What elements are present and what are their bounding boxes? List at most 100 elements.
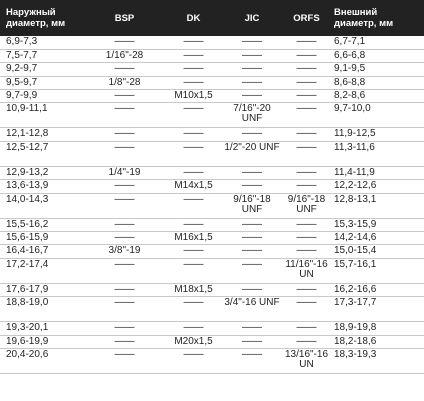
inner-diameter-cell: 12,8-13,1 xyxy=(331,193,424,219)
outer-diameter-cell: 15,6-15,9 xyxy=(0,231,84,246)
table-row: 20,4-20,6 —— —— —— 13/16"-16 UN 18,3-19,3 xyxy=(0,348,424,374)
bsp-cell: —— xyxy=(84,348,165,374)
outer-diameter-cell: 6,9-7,3 xyxy=(0,36,84,50)
orfs-cell: —— xyxy=(282,76,331,91)
orfs-cell: —— xyxy=(282,102,331,129)
bsp-cell: —— xyxy=(84,283,165,298)
header-bsp: BSP xyxy=(84,0,165,36)
header-dk: DK xyxy=(165,0,222,36)
table-row: 9,2-9,7 —— —— —— —— 9,1-9,5 xyxy=(0,62,424,77)
inner-diameter-cell: 8,2-8,6 xyxy=(331,89,424,104)
header-inner-diameter: Внешний диаметр, мм xyxy=(331,0,424,36)
table-row: 15,6-15,9 —— M16x1,5 —— —— 14,2-14,6 xyxy=(0,231,424,246)
outer-diameter-cell: 9,5-9,7 xyxy=(0,76,84,91)
bsp-cell: 1/16"-28 xyxy=(84,49,165,64)
header-jic: JIC xyxy=(222,0,282,36)
orfs-cell: —— xyxy=(282,127,331,142)
jic-cell: —— xyxy=(222,321,282,336)
bsp-cell: —— xyxy=(84,36,165,50)
jic-cell: —— xyxy=(222,348,282,374)
dk-cell: —— xyxy=(165,62,222,77)
table-row: 6,9-7,3 —— —— —— —— 6,7-7,1 xyxy=(0,36,424,50)
dk-cell: —— xyxy=(165,296,222,323)
orfs-cell: —— xyxy=(282,283,331,298)
jic-cell: 1/2"-20 UNF xyxy=(222,141,282,167)
table-row: 7,5-7,7 1/16"-28 —— —— —— 6,6-6,8 xyxy=(0,49,424,64)
jic-cell: 7/16"-20 UNF xyxy=(222,102,282,129)
bsp-cell: —— xyxy=(84,62,165,77)
inner-diameter-cell: 11,9-12,5 xyxy=(331,127,424,142)
table-row: 17,6-17,9 —— M18x1,5 —— —— 16,2-16,6 xyxy=(0,283,424,298)
inner-diameter-cell: 9,7-10,0 xyxy=(331,102,424,129)
jic-cell: —— xyxy=(222,89,282,104)
jic-cell: —— xyxy=(222,166,282,181)
inner-diameter-cell: 15,3-15,9 xyxy=(331,218,424,233)
dk-cell: —— xyxy=(165,218,222,233)
outer-diameter-cell: 7,5-7,7 xyxy=(0,49,84,64)
dk-cell: —— xyxy=(165,76,222,91)
table-row: 15,5-16,2 —— —— —— —— 15,3-15,9 xyxy=(0,218,424,233)
jic-cell: —— xyxy=(222,179,282,194)
inner-diameter-cell: 12,2-12,6 xyxy=(331,179,424,194)
orfs-cell: —— xyxy=(282,36,331,50)
bsp-cell: —— xyxy=(84,335,165,349)
bsp-cell: —— xyxy=(84,102,165,129)
bsp-cell: —— xyxy=(84,179,165,194)
table-row: 14,0-14,3 —— —— 9/16"-18 UNF 9/16"-18 UNF 12,… xyxy=(0,193,424,219)
jic-cell: —— xyxy=(222,218,282,233)
jic-cell: —— xyxy=(222,49,282,64)
outer-diameter-cell: 13,6-13,9 xyxy=(0,179,84,194)
dk-cell: —— xyxy=(165,127,222,142)
orfs-cell: —— xyxy=(282,296,331,323)
dk-cell: M18x1,5 xyxy=(165,283,222,298)
orfs-cell: —— xyxy=(282,141,331,167)
jic-cell: —— xyxy=(222,36,282,50)
dk-cell: —— xyxy=(165,36,222,50)
jic-cell: —— xyxy=(222,335,282,349)
table-row: 19,3-20,1 —— —— —— —— 18,9-19,8 xyxy=(0,321,424,336)
header-row: Наружный диаметр, мм BSP DK JIC ORFS Вне… xyxy=(0,0,424,36)
jic-cell: —— xyxy=(222,283,282,298)
table-row: 13,6-13,9 —— M14x1,5 —— —— 12,2-12,6 xyxy=(0,179,424,194)
dk-cell: M16x1,5 xyxy=(165,231,222,246)
dk-cell: —— xyxy=(165,49,222,64)
outer-diameter-cell: 14,0-14,3 xyxy=(0,193,84,219)
dk-cell: M20x1,5 xyxy=(165,335,222,349)
bsp-cell: 3/8"-19 xyxy=(84,244,165,259)
table-row: 16,4-16,7 3/8"-19 —— —— —— 15,0-15,4 xyxy=(0,244,424,259)
table-row: 12,1-12,8 —— —— —— —— 11,9-12,5 xyxy=(0,127,424,142)
inner-diameter-cell: 17,3-17,7 xyxy=(331,296,424,323)
jic-cell: —— xyxy=(222,76,282,91)
dk-cell: —— xyxy=(165,141,222,167)
dk-cell: —— xyxy=(165,102,222,129)
bsp-cell: —— xyxy=(84,218,165,233)
inner-diameter-cell: 11,3-11,6 xyxy=(331,141,424,167)
dk-cell: M14x1,5 xyxy=(165,179,222,194)
inner-diameter-cell: 14,2-14,6 xyxy=(331,231,424,246)
jic-cell: 3/4"-16 UNF xyxy=(222,296,282,323)
inner-diameter-cell: 11,4-11,9 xyxy=(331,166,424,181)
table-header: Наружный диаметр, мм BSP DK JIC ORFS Вне… xyxy=(0,0,424,36)
outer-diameter-cell: 19,6-19,9 xyxy=(0,335,84,349)
orfs-cell: 11/16"-16 UN xyxy=(282,258,331,284)
bsp-cell: —— xyxy=(84,127,165,142)
jic-cell: —— xyxy=(222,231,282,246)
jic-cell: —— xyxy=(222,127,282,142)
dk-cell: M10x1,5 xyxy=(165,89,222,104)
orfs-cell: —— xyxy=(282,179,331,194)
outer-diameter-cell: 12,1-12,8 xyxy=(0,127,84,142)
inner-diameter-cell: 6,7-7,1 xyxy=(331,36,424,50)
table-row: 18,8-19,0 —— —— 3/4"-16 UNF —— 17,3-17,7 xyxy=(0,296,424,323)
jic-cell: —— xyxy=(222,258,282,284)
outer-diameter-cell: 10,9-11,1 xyxy=(0,102,84,129)
outer-diameter-cell: 9,2-9,7 xyxy=(0,62,84,77)
bsp-cell: —— xyxy=(84,258,165,284)
jic-cell: —— xyxy=(222,62,282,77)
inner-diameter-cell: 16,2-16,6 xyxy=(331,283,424,298)
table-row: 10,9-11,1 —— —— 7/16"-20 UNF —— 9,7-10,0 xyxy=(0,102,424,129)
orfs-cell: —— xyxy=(282,244,331,259)
bsp-cell: —— xyxy=(84,89,165,104)
bsp-cell: —— xyxy=(84,141,165,167)
table-row: 19,6-19,9 —— M20x1,5 —— —— 18,2-18,6 xyxy=(0,335,424,349)
outer-diameter-cell: 19,3-20,1 xyxy=(0,321,84,336)
